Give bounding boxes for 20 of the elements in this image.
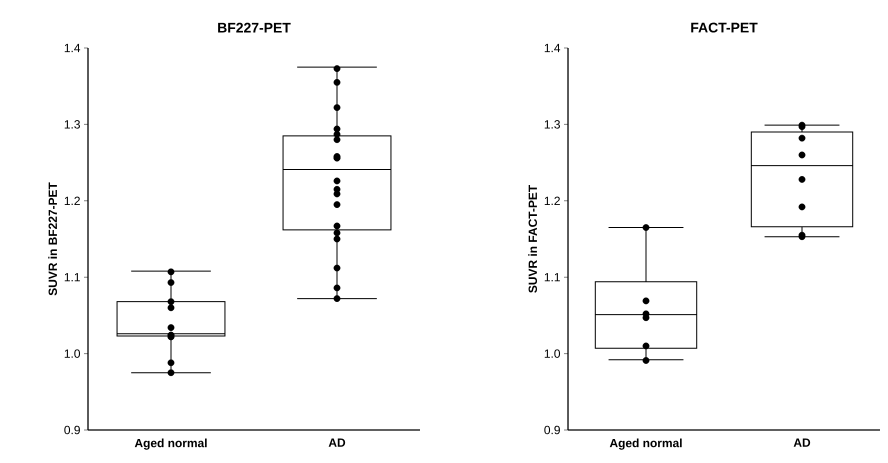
y-tick-label: 1.0	[544, 349, 560, 358]
x-tick-label: Aged normal	[134, 438, 207, 450]
chart-title: FACT-PET	[691, 22, 758, 33]
y-tick-label: 1.0	[64, 349, 80, 358]
y-tick-label: 1.4	[64, 44, 80, 52]
x-tick-label: Aged normal	[610, 438, 682, 450]
chart-title: BF227-PET	[218, 22, 291, 32]
y-tick-label: 1.2	[64, 196, 80, 205]
y-axis-title: SUVR in BF227-PET	[48, 182, 58, 296]
y-tick-label: 1.2	[544, 196, 560, 205]
y-tick-label: 0.9	[544, 426, 560, 434]
x-tick-label: AD	[794, 438, 810, 447]
y-tick-label: 1.3	[64, 120, 80, 129]
y-tick-label: 1.4	[544, 44, 560, 52]
y-tick-label: 1.1	[64, 273, 80, 282]
x-tick-label: AD	[328, 438, 346, 447]
y-axis-title: SUVR in FACT-PET	[528, 184, 538, 293]
y-tick-label: 1.3	[544, 120, 560, 129]
y-tick-label: 0.9	[64, 426, 80, 434]
y-tick-label: 1.1	[544, 273, 560, 282]
